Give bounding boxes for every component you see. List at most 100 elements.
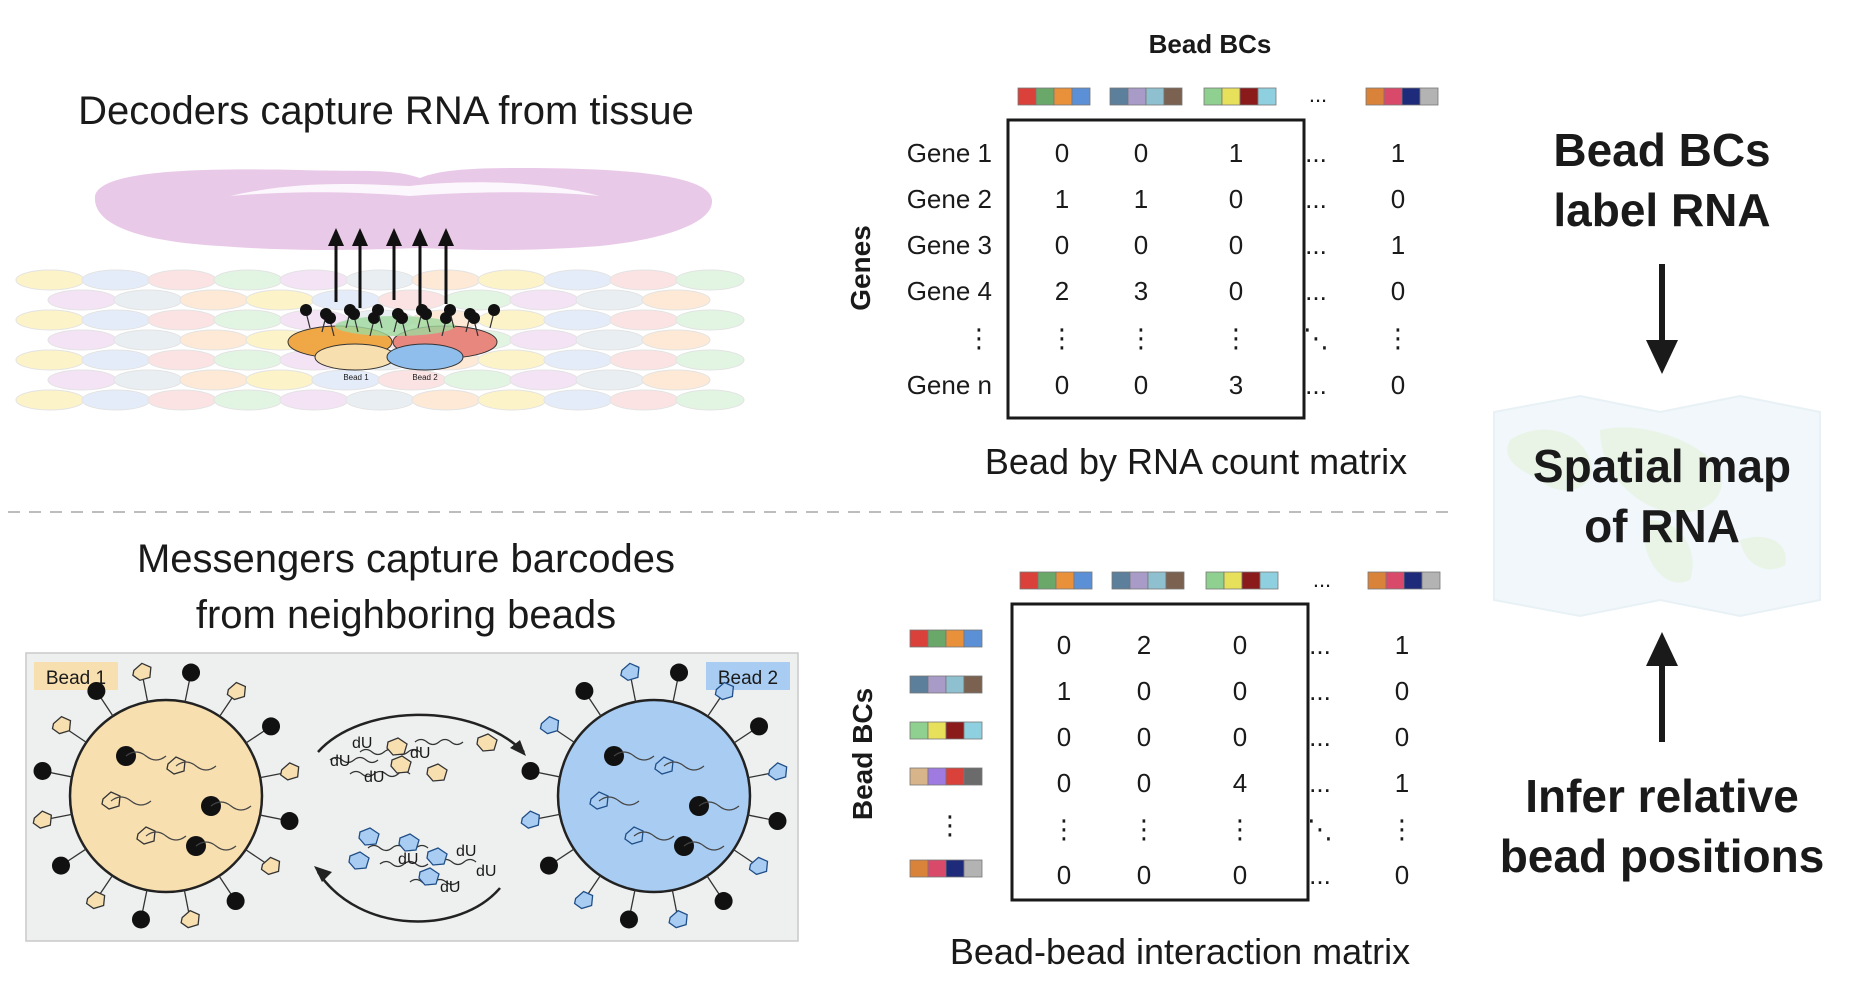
count-matrix-cell: 0 bbox=[1391, 184, 1405, 214]
interaction-matrix-cell: ... bbox=[1309, 630, 1331, 660]
array-bead bbox=[47, 329, 117, 351]
interaction-matrix-cell: 1 bbox=[1057, 676, 1071, 706]
count-matrix-cell: 0 bbox=[1134, 230, 1148, 260]
barcode-segment bbox=[909, 629, 929, 648]
barcode-segment bbox=[1401, 87, 1421, 106]
surface-tag bbox=[620, 662, 640, 682]
surface-tag bbox=[226, 681, 247, 701]
interaction-matrix-cell: 0 bbox=[1137, 768, 1151, 798]
array-bead bbox=[15, 309, 85, 331]
count-matrix-box bbox=[1006, 118, 1306, 420]
barcode-swatch bbox=[1205, 571, 1279, 590]
array-bead bbox=[213, 389, 283, 411]
array-bead bbox=[575, 289, 645, 311]
array-bead bbox=[113, 289, 183, 311]
array-bead bbox=[543, 269, 613, 291]
bead2-label-box bbox=[706, 662, 790, 690]
barcode-segment bbox=[945, 767, 965, 786]
array-bead bbox=[575, 369, 645, 391]
bead2-label: Bead 2 bbox=[718, 668, 778, 689]
flow-center-line2: of RNA bbox=[1584, 500, 1740, 552]
decoder-title: Decoders capture RNA from tissue bbox=[78, 89, 694, 133]
count-matrix-row-label: Gene 4 bbox=[907, 276, 992, 306]
bead-array-grid bbox=[15, 269, 745, 411]
count-matrix-cell: 0 bbox=[1229, 230, 1243, 260]
array-bead bbox=[15, 349, 85, 371]
barcode-segment bbox=[945, 629, 965, 648]
messenger-title-line2: from neighboring beads bbox=[196, 593, 616, 637]
du-label: dU bbox=[364, 769, 384, 786]
capture-ball bbox=[300, 304, 312, 316]
interaction-matrix-cell: 1 bbox=[1395, 630, 1409, 660]
du-label: dU bbox=[440, 879, 460, 896]
flow-arrow-up-head bbox=[1646, 632, 1678, 666]
barcode-swatch bbox=[1019, 571, 1093, 590]
array-bead bbox=[47, 289, 117, 311]
interaction-matrix-rows: 0 2 0... 1 1 0 0... 0 0 0 0... 0 0 0 4... 1 ⋮ ⋮ ⋮ ⋱ ⋮ 0 0 0... 0 bbox=[1051, 630, 1415, 890]
count-matrix-cell: 0 bbox=[1134, 370, 1148, 400]
array-bead bbox=[279, 269, 349, 291]
array-bead bbox=[411, 389, 481, 411]
messenger-title-line1: Messengers capture barcodes bbox=[137, 537, 675, 581]
count-matrix-cell: 3 bbox=[1229, 370, 1243, 400]
array-bead bbox=[641, 289, 711, 311]
barcode-swatch bbox=[909, 859, 983, 878]
count-matrix-cell: 0 bbox=[1134, 138, 1148, 168]
interaction-matrix-cell: 0 bbox=[1395, 676, 1409, 706]
barcode-segment bbox=[927, 675, 947, 694]
surface-ball bbox=[33, 761, 52, 780]
array-bead bbox=[113, 369, 183, 391]
interaction-matrix-cell: 0 bbox=[1057, 630, 1071, 660]
count-matrix-cell: ⋮ bbox=[1223, 323, 1249, 353]
inner-oligo bbox=[698, 801, 740, 811]
array-bead bbox=[81, 349, 151, 371]
barcode-swatch bbox=[1017, 87, 1091, 106]
surface-ball bbox=[768, 812, 787, 831]
surface-tag bbox=[767, 762, 788, 781]
surface-ball bbox=[539, 856, 558, 875]
array-bead bbox=[543, 309, 613, 331]
array-bead bbox=[147, 349, 217, 371]
interaction-matrix-cell: ⋮ bbox=[1389, 814, 1415, 844]
world-map-background bbox=[1493, 394, 1821, 618]
barcode-segment bbox=[963, 675, 983, 694]
array-bead bbox=[113, 329, 183, 351]
array-bead bbox=[245, 369, 315, 391]
array-bead bbox=[147, 269, 217, 291]
barcode-segment bbox=[963, 767, 983, 786]
surface-ball bbox=[521, 761, 540, 780]
array-bead bbox=[675, 309, 745, 331]
surface-ball bbox=[619, 910, 638, 929]
count-matrix-row-label: Gene n bbox=[907, 370, 992, 400]
barcode-swatch bbox=[1365, 87, 1439, 106]
surface-ball bbox=[750, 717, 769, 736]
barcode-segment bbox=[1053, 87, 1073, 106]
barcode-segment bbox=[1221, 87, 1241, 106]
array-bead bbox=[509, 289, 579, 311]
count-matrix-cell: ⋱ bbox=[1303, 323, 1329, 353]
barcode-swatch bbox=[909, 767, 983, 786]
barcode-segment bbox=[963, 721, 983, 740]
messenger-tags-bead1 bbox=[386, 733, 498, 782]
tissue-ventricle bbox=[230, 182, 600, 196]
barcode-segment bbox=[1147, 571, 1167, 590]
bead1-label-box bbox=[34, 662, 118, 690]
flow-center-line1: Spatial map bbox=[1533, 440, 1791, 492]
capture-ball bbox=[420, 308, 432, 320]
count-matrix-cell: ⋮ bbox=[1128, 323, 1154, 353]
count-matrix-cell: 2 bbox=[1055, 276, 1069, 306]
barcode-segment bbox=[1037, 571, 1057, 590]
barcode-segment bbox=[927, 767, 947, 786]
interaction-matrix-cell: 0 bbox=[1137, 860, 1151, 890]
barcode-swatch bbox=[909, 721, 983, 740]
array-bead bbox=[477, 309, 547, 331]
inner-oligo bbox=[125, 751, 167, 761]
surface-ball bbox=[87, 681, 106, 700]
inner-oligo bbox=[195, 841, 237, 851]
transfer-arrow-left bbox=[316, 871, 501, 923]
surface-ball bbox=[226, 892, 245, 911]
surface-tag bbox=[132, 662, 152, 682]
surface-ball bbox=[670, 663, 689, 682]
du-label: dU bbox=[352, 735, 372, 752]
interaction-matrix-cell: 1 bbox=[1395, 768, 1409, 798]
